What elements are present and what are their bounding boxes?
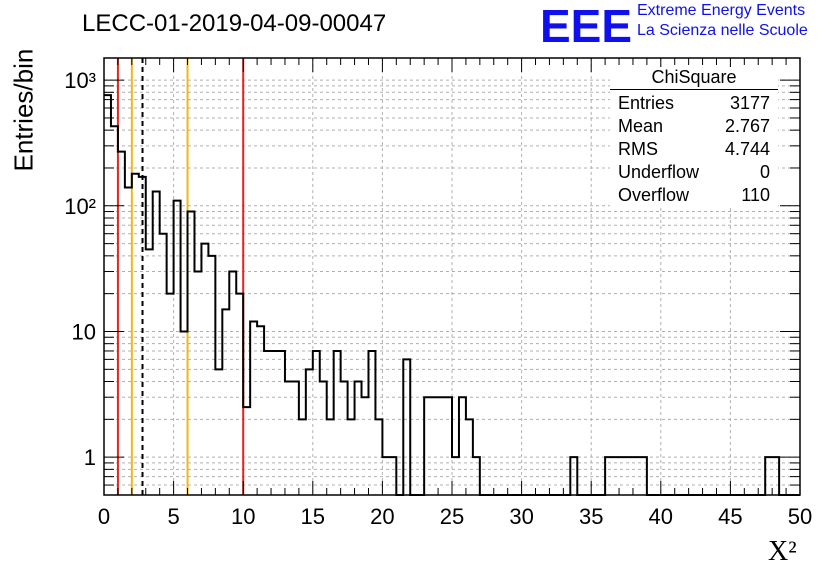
x-tick-label: 15: [301, 504, 325, 529]
chart-title: LECC-01-2019-04-09-00047: [82, 10, 387, 37]
eee-logo-icon: EEE: [540, 2, 632, 46]
x-tick-label: 20: [370, 504, 394, 529]
stats-value: 110: [741, 185, 770, 205]
stats-value: 4.744: [724, 139, 770, 159]
x-tick-label: 30: [509, 504, 533, 529]
stats-label: Entries: [618, 93, 675, 113]
stats-row: Entries 3177: [610, 92, 778, 115]
marker-lines: [116, 58, 245, 495]
stats-row: Overflow 110: [610, 184, 778, 207]
x-tick-label: 5: [167, 504, 179, 529]
x-tick-label: 50: [788, 504, 812, 529]
logo-text-line2: La Scienza nelle Scuole: [637, 22, 808, 39]
y-tick-label: 10: [72, 319, 96, 344]
stats-title: ChiSquare: [610, 67, 778, 90]
stats-row: RMS 4.744: [610, 138, 778, 161]
x-tick-label: 0: [98, 504, 110, 529]
y-tick-label: 1: [84, 445, 96, 470]
logo-mark: EEE: [540, 2, 632, 46]
x-tick-label: 10: [231, 504, 255, 529]
stats-box: ChiSquare Entries 3177 Mean 2.767 RMS 4.744…: [610, 67, 778, 207]
stats-label: Mean: [618, 116, 664, 136]
logo-text-line1: Extreme Energy Events: [637, 2, 806, 19]
stats-value: 3177: [729, 93, 770, 113]
axis-ticks: [103, 58, 801, 496]
stats-row: Underflow 0: [610, 161, 778, 184]
stats-label: Overflow: [618, 185, 690, 205]
x-tick-label: 25: [440, 504, 464, 529]
histogram-line: [104, 94, 800, 496]
y-tick-label: 10²: [64, 194, 96, 219]
x-axis-label: X²: [768, 536, 797, 567]
x-tick-label: 45: [718, 504, 742, 529]
y-axis-label: Entries/bin: [8, 48, 39, 172]
y-tick-label: 10³: [64, 68, 96, 93]
x-tick-label: 40: [649, 504, 673, 529]
stats-label: Underflow: [618, 162, 700, 182]
x-tick-label: 35: [579, 504, 603, 529]
stats-label: RMS: [618, 139, 658, 159]
stats-row: Mean 2.767: [610, 115, 778, 138]
stats-value: 2.767: [724, 116, 770, 136]
stats-value: 0: [759, 162, 770, 182]
